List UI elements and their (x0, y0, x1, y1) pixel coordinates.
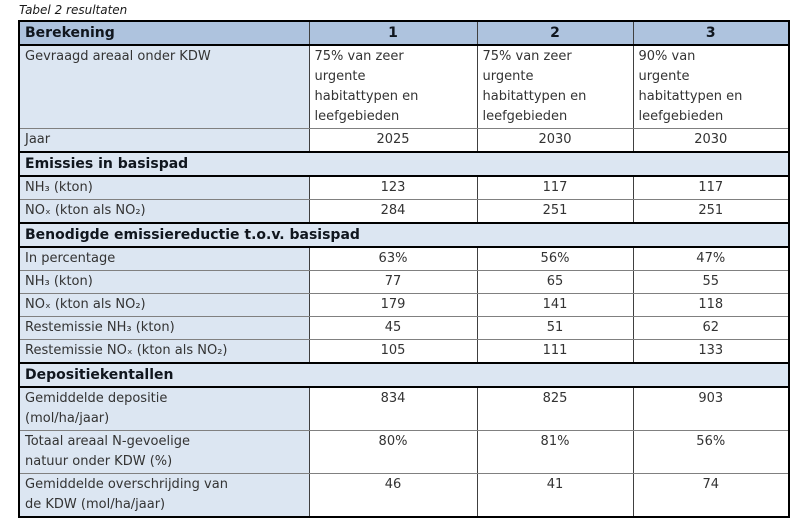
cell-value: 81% (476, 430, 634, 474)
section-heading-row: Benodigde emissiereductie t.o.v. basispa… (18, 222, 790, 248)
cell-value: 56% (632, 430, 790, 474)
table-row: Gevraagd areaal onder KDW 75% van zeer ur… (18, 44, 790, 129)
results-table-body: Berekening 1 2 3 Gevraagd areaal onder KDW 75… (18, 20, 790, 518)
row-label: Jaar (18, 128, 310, 153)
section-heading: Benodigde emissiereductie t.o.v. basispa… (18, 222, 790, 248)
table-header-row: Berekening 1 2 3 (18, 20, 790, 46)
results-table: Berekening 1 2 3 Gevraagd areaal onder KDW 75… (18, 20, 790, 518)
table-row: Gemiddelde overschrijding van de KDW (mo… (18, 473, 790, 518)
cell-value: 117 (476, 175, 634, 200)
cell-value: 47% (632, 246, 790, 271)
cell-value: 105 (308, 339, 478, 364)
cell-value: 56% (476, 246, 634, 271)
table-row: NH₃ (kton) 123 117 117 (18, 175, 790, 200)
row-label: Gevraagd areaal onder KDW (18, 44, 310, 129)
cell-value: 74 (632, 473, 790, 518)
column-header-berekening: Berekening (18, 20, 310, 46)
cell-value: 63% (308, 246, 478, 271)
cell-value: 90% van urgente habitattypen en leefgebi… (632, 44, 790, 129)
cell-value: 55 (632, 270, 790, 294)
table-row: Restemissie NH₃ (kton) 45 51 62 (18, 316, 790, 340)
cell-value: 45 (308, 316, 478, 340)
row-label: NH₃ (kton) (18, 175, 310, 200)
cell-value: 75% van zeer urgente habitattypen en lee… (308, 44, 478, 129)
row-label: Totaal areaal N-gevoelige natuur onder K… (18, 430, 310, 474)
cell-value: 834 (308, 386, 478, 431)
table-row: Restemissie NOₓ (kton als NO₂) 105 111 133 (18, 339, 790, 364)
row-label: In percentage (18, 246, 310, 271)
cell-value: 46 (308, 473, 478, 518)
cell-value: 2030 (632, 128, 790, 153)
table-row: Gemiddelde depositie (mol/ha/jaar) 834 825… (18, 386, 790, 431)
row-label: Gemiddelde overschrijding van de KDW (mo… (18, 473, 310, 518)
cell-value: 141 (476, 293, 634, 317)
cell-value: 133 (632, 339, 790, 364)
table-row: Jaar 2025 2030 2030 (18, 128, 790, 153)
cell-value: 123 (308, 175, 478, 200)
cell-value: 903 (632, 386, 790, 431)
row-label: Restemissie NH₃ (kton) (18, 316, 310, 340)
section-heading-row: Emissies in basispad (18, 151, 790, 177)
cell-value: 80% (308, 430, 478, 474)
cell-value: 75% van zeer urgente habitattypen en lee… (476, 44, 634, 129)
row-label: NOₓ (kton als NO₂) (18, 293, 310, 317)
row-label: NH₃ (kton) (18, 270, 310, 294)
table-row: NH₃ (kton) 77 65 55 (18, 270, 790, 294)
row-label: Gemiddelde depositie (mol/ha/jaar) (18, 386, 310, 431)
cell-value: 825 (476, 386, 634, 431)
cell-value: 2025 (308, 128, 478, 153)
cell-value: 179 (308, 293, 478, 317)
row-label: NOₓ (kton als NO₂) (18, 199, 310, 224)
cell-value: 111 (476, 339, 634, 364)
table-row: Totaal areaal N-gevoelige natuur onder K… (18, 430, 790, 474)
column-header-2: 2 (476, 20, 634, 46)
column-header-1: 1 (308, 20, 478, 46)
table-row: NOₓ (kton als NO₂) 284 251 251 (18, 199, 790, 224)
row-label: Restemissie NOₓ (kton als NO₂) (18, 339, 310, 364)
cell-value: 41 (476, 473, 634, 518)
cell-value: 65 (476, 270, 634, 294)
section-heading: Emissies in basispad (18, 151, 790, 177)
cell-value: 51 (476, 316, 634, 340)
section-heading-row: Depositiekentallen (18, 362, 790, 388)
cell-value: 62 (632, 316, 790, 340)
table-row: NOₓ (kton als NO₂) 179 141 118 (18, 293, 790, 317)
column-header-3: 3 (632, 20, 790, 46)
cell-value: 118 (632, 293, 790, 317)
table-caption: Tabel 2 resultaten (19, 3, 128, 17)
cell-value: 284 (308, 199, 478, 224)
cell-value: 117 (632, 175, 790, 200)
cell-value: 2030 (476, 128, 634, 153)
cell-value: 251 (632, 199, 790, 224)
section-heading: Depositiekentallen (18, 362, 790, 388)
cell-value: 77 (308, 270, 478, 294)
cell-value: 251 (476, 199, 634, 224)
table-row: In percentage 63% 56% 47% (18, 246, 790, 271)
